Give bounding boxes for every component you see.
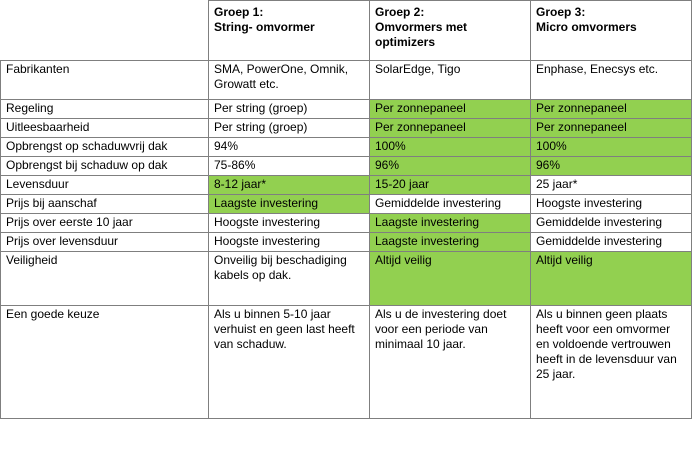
table-row: Regeling Per string (groep) Per zonnepan… [0, 99, 692, 119]
cell-highlighted: Altijd veilig [369, 251, 531, 306]
cell: Als u binnen geen plaats heeft voor een … [530, 305, 692, 419]
cell-highlighted: Per zonnepaneel [530, 99, 692, 119]
cell: SolarEdge, Tigo [369, 60, 531, 100]
cell: SMA, PowerOne, Omnik, Growatt etc. [208, 60, 370, 100]
cell: 75-86% [208, 156, 370, 176]
cell: Hoogste investering [208, 232, 370, 252]
row-label-opbrengst-schaduwvrij: Opbrengst op schaduwvrij dak [0, 137, 209, 157]
comparison-table: Groep 1: String- omvormer Groep 2: Omvorme… [0, 0, 692, 419]
header-groep-3: Groep 3: Micro omvormers [530, 0, 692, 61]
cell-highlighted: 96% [369, 156, 531, 176]
table-row: Een goede keuze Als u binnen 5-10 jaar v… [0, 305, 692, 419]
cell-highlighted: 100% [530, 137, 692, 157]
cell: Hoogste investering [208, 213, 370, 233]
table-row: Prijs bij aanschaf Laagste investering G… [0, 194, 692, 214]
table-row: Fabrikanten SMA, PowerOne, Omnik, Growat… [0, 60, 692, 100]
cell-highlighted: Laagste investering [369, 213, 531, 233]
row-label-fabrikanten: Fabrikanten [0, 60, 209, 100]
cell-highlighted: Altijd veilig [530, 251, 692, 306]
header-row: Groep 1: String- omvormer Groep 2: Omvorme… [0, 0, 692, 61]
table-row: Levensduur 8-12 jaar* 15-20 jaar 25 jaar… [0, 175, 692, 195]
cell: Per string (groep) [208, 118, 370, 138]
cell-highlighted: 15-20 jaar [369, 175, 531, 195]
table-row: Prijs over eerste 10 jaar Hoogste invest… [0, 213, 692, 233]
cell-highlighted: 100% [369, 137, 531, 157]
cell-highlighted: Per zonnepaneel [530, 118, 692, 138]
cell-highlighted: Laagste investering [369, 232, 531, 252]
table-row: Opbrengst op schaduwvrij dak 94% 100% 10… [0, 137, 692, 157]
cell: Gemiddelde investering [530, 232, 692, 252]
cell: Als u de investering doet voor een perio… [369, 305, 531, 419]
cell: Gemiddelde investering [530, 213, 692, 233]
row-label-prijs-aanschaf: Prijs bij aanschaf [0, 194, 209, 214]
cell: Enphase, Enecsys etc. [530, 60, 692, 100]
cell: Hoogste investering [530, 194, 692, 214]
cell: Per string (groep) [208, 99, 370, 119]
row-label-goede-keuze: Een goede keuze [0, 305, 209, 419]
header-groep-1: Groep 1: String- omvormer [208, 0, 370, 61]
cell: 25 jaar* [530, 175, 692, 195]
table-row: Veiligheid Onveilig bij beschadiging kab… [0, 251, 692, 306]
cell-highlighted: Per zonnepaneel [369, 118, 531, 138]
row-label-levensduur: Levensduur [0, 175, 209, 195]
cell: 94% [208, 137, 370, 157]
header-corner-cell [0, 0, 209, 61]
row-label-veiligheid: Veiligheid [0, 251, 209, 306]
header-groep-2: Groep 2: Omvormers met optimizers [369, 0, 531, 61]
row-label-prijs-levensduur: Prijs over levensduur [0, 232, 209, 252]
cell: Als u binnen 5-10 jaar verhuist en geen … [208, 305, 370, 419]
cell-highlighted: Laagste investering [208, 194, 370, 214]
cell-highlighted: 8-12 jaar* [208, 175, 370, 195]
cell: Gemiddelde investering [369, 194, 531, 214]
cell-highlighted: Per zonnepaneel [369, 99, 531, 119]
row-label-opbrengst-schaduw: Opbrengst bij schaduw op dak [0, 156, 209, 176]
cell: Onveilig bij beschadiging kabels op dak. [208, 251, 370, 306]
row-label-regeling: Regeling [0, 99, 209, 119]
table-row: Prijs over levensduur Hoogste investerin… [0, 232, 692, 252]
cell-highlighted: 96% [530, 156, 692, 176]
row-label-uitleesbaarheid: Uitleesbaarheid [0, 118, 209, 138]
row-label-prijs-10-jaar: Prijs over eerste 10 jaar [0, 213, 209, 233]
table-row: Opbrengst bij schaduw op dak 75-86% 96% … [0, 156, 692, 176]
table-row: Uitleesbaarheid Per string (groep) Per z… [0, 118, 692, 138]
